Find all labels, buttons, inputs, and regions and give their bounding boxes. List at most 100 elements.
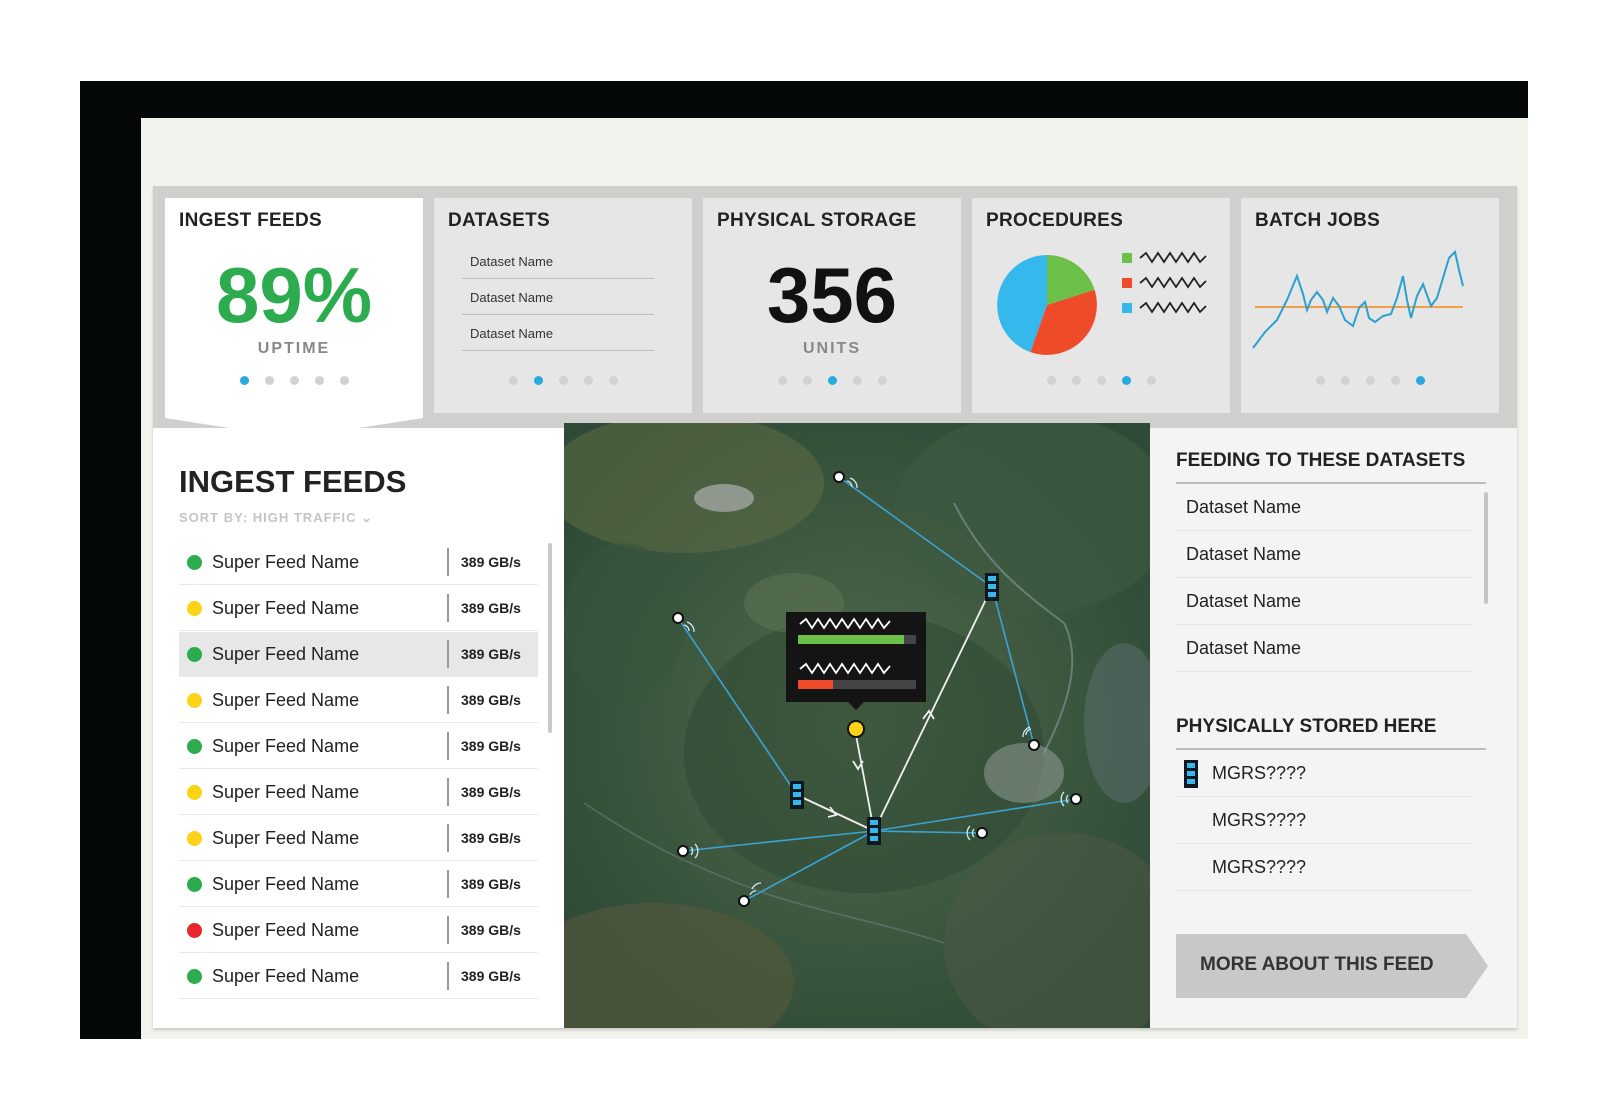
popup-progress-red bbox=[798, 680, 833, 689]
page-dot[interactable] bbox=[1415, 376, 1425, 385]
feed-row[interactable]: Super Feed Name 389 GB/s bbox=[179, 816, 538, 861]
page-dot[interactable] bbox=[264, 376, 274, 385]
map-canvas[interactable] bbox=[564, 423, 1150, 1028]
status-dot bbox=[187, 601, 202, 616]
divider bbox=[447, 732, 449, 760]
card-title: PROCEDURES bbox=[986, 210, 1124, 231]
sensor-node[interactable] bbox=[966, 825, 988, 841]
page-dot[interactable] bbox=[314, 376, 324, 385]
storage-server-icon[interactable] bbox=[867, 817, 881, 845]
dataset-list-item[interactable]: Dataset Name bbox=[1176, 484, 1472, 531]
feed-rate: 389 GB/s bbox=[461, 600, 521, 616]
sensor-node[interactable] bbox=[833, 471, 858, 489]
legend-squiggle bbox=[1139, 276, 1207, 289]
feed-row[interactable]: Super Feed Name 389 GB/s bbox=[179, 632, 538, 677]
feed-name: Super Feed Name bbox=[212, 920, 360, 940]
card-batch-jobs[interactable]: BATCH JOBS bbox=[1241, 198, 1499, 413]
feed-rate: 389 GB/s bbox=[461, 784, 521, 800]
card-procedures[interactable]: PROCEDURES bbox=[972, 198, 1230, 413]
storage-server-icon bbox=[1184, 760, 1198, 788]
page-dot[interactable] bbox=[608, 376, 618, 385]
dataset-name: Dataset Name bbox=[1186, 497, 1302, 517]
page-dot[interactable] bbox=[533, 376, 543, 385]
feed-list-scrollbar[interactable] bbox=[548, 543, 552, 733]
selected-feed-marker[interactable] bbox=[847, 720, 865, 738]
divider bbox=[447, 870, 449, 898]
legend-swatch-blue bbox=[1122, 303, 1132, 313]
card-datasets[interactable]: DATASETS Dataset Name Dataset Name Datas… bbox=[434, 198, 692, 413]
status-dot bbox=[187, 647, 202, 662]
feed-name: Super Feed Name bbox=[212, 552, 360, 572]
status-dot bbox=[187, 785, 202, 800]
feed-row[interactable]: Super Feed Name 389 GB/s bbox=[179, 678, 538, 723]
sensor-node[interactable] bbox=[1060, 791, 1082, 807]
card-physical-storage[interactable]: PHYSICAL STORAGE 356 UNITS bbox=[703, 198, 961, 413]
more-about-feed-button[interactable]: MORE ABOUT THIS FEED bbox=[1176, 934, 1488, 998]
sensor-node[interactable] bbox=[672, 612, 695, 633]
page-dot[interactable] bbox=[558, 376, 568, 385]
page-dots bbox=[434, 376, 692, 385]
feed-name: Super Feed Name bbox=[212, 690, 360, 710]
sensor-node[interactable] bbox=[1022, 726, 1040, 751]
feed-rate: 389 GB/s bbox=[461, 968, 521, 984]
feed-rate: 389 GB/s bbox=[461, 692, 521, 708]
popup-squiggle bbox=[799, 662, 891, 675]
page-dot[interactable] bbox=[852, 376, 862, 385]
page-dot[interactable] bbox=[1046, 376, 1056, 385]
feed-row[interactable]: Super Feed Name 389 GB/s bbox=[179, 724, 538, 769]
page-dot[interactable] bbox=[1365, 376, 1375, 385]
page-dot[interactable] bbox=[508, 376, 518, 385]
dataset-name: Dataset Name bbox=[1186, 591, 1302, 611]
card-ingest-feeds[interactable]: INGEST FEEDS 89% UPTIME bbox=[165, 198, 423, 416]
feed-row[interactable]: Super Feed Name 389 GB/s bbox=[179, 908, 538, 953]
feed-row[interactable]: Super Feed Name 389 GB/s bbox=[179, 954, 538, 999]
page-dot[interactable] bbox=[877, 376, 887, 385]
page-dot[interactable] bbox=[1146, 376, 1156, 385]
dataset-item[interactable]: Dataset Name bbox=[462, 316, 654, 351]
dataset-list-item[interactable]: Dataset Name bbox=[1176, 578, 1472, 625]
feed-name: Super Feed Name bbox=[212, 598, 360, 618]
network-links bbox=[677, 476, 1077, 902]
legend-squiggle bbox=[1139, 251, 1207, 264]
sensor-node[interactable] bbox=[738, 882, 762, 907]
feed-row[interactable]: Super Feed Name 389 GB/s bbox=[179, 586, 538, 631]
page-dot[interactable] bbox=[289, 376, 299, 385]
panel-title: INGEST FEEDS bbox=[179, 464, 407, 499]
sort-dropdown[interactable]: SORT BY: HIGH TRAFFIC ⌄ bbox=[179, 510, 373, 526]
satellite-map[interactable] bbox=[564, 423, 1150, 1028]
page-dot[interactable] bbox=[1315, 376, 1325, 385]
dataset-item[interactable]: Dataset Name bbox=[462, 280, 654, 315]
uptime-value: 89% bbox=[215, 251, 373, 339]
page-dot[interactable] bbox=[1390, 376, 1400, 385]
storage-server-icon[interactable] bbox=[985, 573, 999, 601]
page-dot[interactable] bbox=[339, 376, 349, 385]
sensor-node[interactable] bbox=[677, 843, 699, 859]
storage-location-item[interactable]: MGRS???? bbox=[1176, 750, 1472, 797]
chevron-down-icon: ⌄ bbox=[361, 510, 374, 525]
dataset-list-item[interactable]: Dataset Name bbox=[1176, 531, 1472, 578]
page-dot[interactable] bbox=[583, 376, 593, 385]
page-dot[interactable] bbox=[1096, 376, 1106, 385]
dataset-item-label: Dataset Name bbox=[470, 254, 554, 269]
page-dot[interactable] bbox=[239, 376, 249, 385]
storage-location-item[interactable]: MGRS???? bbox=[1176, 844, 1472, 891]
feed-row[interactable]: Super Feed Name 389 GB/s bbox=[179, 540, 538, 585]
page-dot[interactable] bbox=[802, 376, 812, 385]
page-dot[interactable] bbox=[827, 376, 837, 385]
storage-server-icon[interactable] bbox=[790, 781, 804, 809]
page-dot[interactable] bbox=[1121, 376, 1131, 385]
physically-stored-title: PHYSICALLY STORED HERE bbox=[1176, 716, 1437, 737]
dataset-list-scrollbar[interactable] bbox=[1484, 492, 1488, 604]
feed-row[interactable]: Super Feed Name 389 GB/s bbox=[179, 770, 538, 815]
dataset-item[interactable]: Dataset Name bbox=[462, 244, 654, 279]
legend-squiggle bbox=[1139, 301, 1207, 314]
storage-location-item[interactable]: MGRS???? bbox=[1176, 797, 1472, 844]
page-dot[interactable] bbox=[1071, 376, 1081, 385]
status-dot bbox=[187, 739, 202, 754]
dataset-list-item[interactable]: Dataset Name bbox=[1176, 625, 1472, 672]
page-dot[interactable] bbox=[1340, 376, 1350, 385]
status-dot bbox=[187, 693, 202, 708]
page-dot[interactable] bbox=[777, 376, 787, 385]
feed-row[interactable]: Super Feed Name 389 GB/s bbox=[179, 862, 538, 907]
pie-slice-blue bbox=[997, 255, 1047, 353]
